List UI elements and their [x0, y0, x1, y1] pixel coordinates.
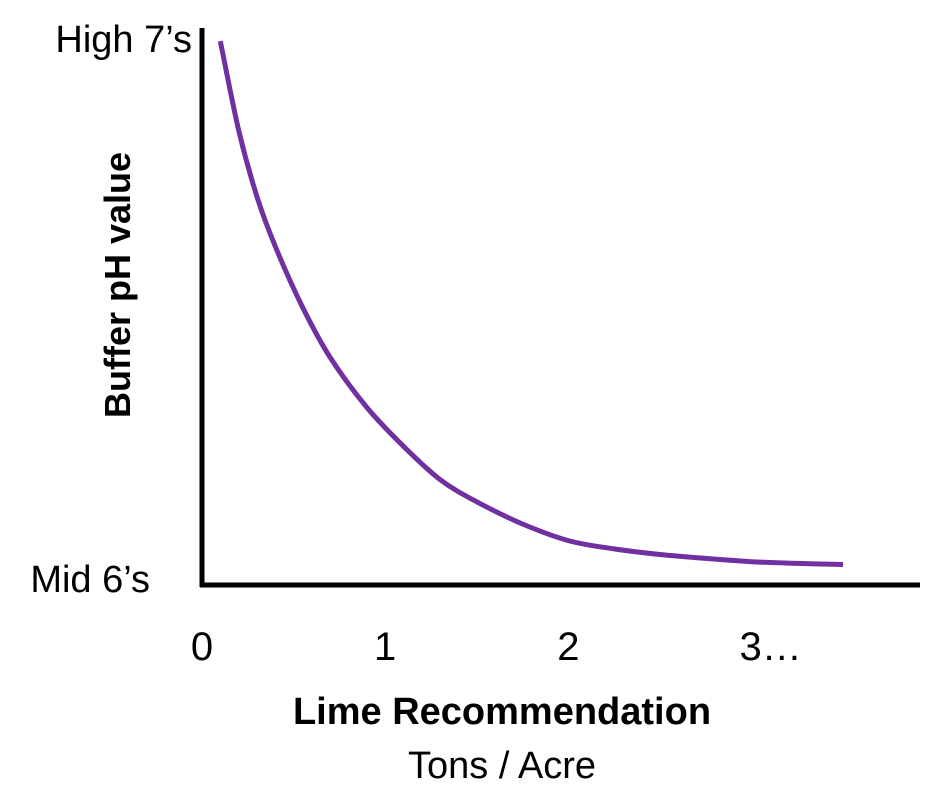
x-axis-subtitle: Tons / Acre: [408, 745, 596, 787]
x-axis-title: Lime Recommendation: [293, 691, 711, 733]
axes: [199, 28, 920, 588]
x-tick-label: 3…: [739, 625, 801, 669]
x-tick-label: 0: [191, 625, 213, 669]
x-tick-label: 1: [374, 625, 396, 669]
y-tick-label-high: High 7’s: [55, 19, 192, 61]
y-tick-label-low: Mid 6’s: [30, 559, 150, 601]
series-layer: [217, 40, 844, 567]
y-axis-title: Buffer pH value: [97, 152, 138, 418]
x-tick-labels: 0 1 2 3…: [191, 625, 802, 669]
x-tick-label: 2: [557, 625, 579, 669]
series-line: [217, 40, 844, 567]
